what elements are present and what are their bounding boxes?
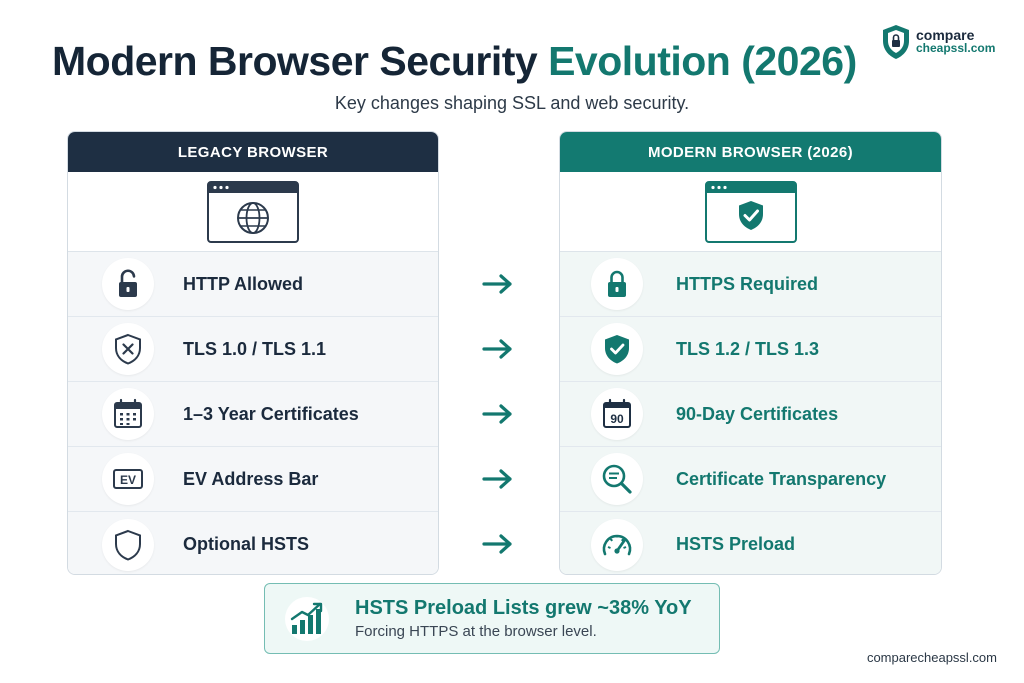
legacy-label-tls: TLS 1.0 / TLS 1.1	[183, 338, 327, 359]
legacy-label-certs: 1–3 Year Certificates	[183, 403, 359, 424]
browser-globe-icon	[207, 180, 299, 243]
logo-line-1: compare	[916, 27, 975, 43]
legacy-panel-header: LEGACY BROWSER	[68, 132, 438, 172]
page-subtitle: Key changes shaping SSL and web security…	[334, 93, 690, 113]
legacy-row-tls: TLS 1.0 / TLS 1.1	[68, 317, 438, 382]
legacy-browser-panel: LEGACY BROWSER HTTP Allowed	[67, 131, 439, 575]
shield-x-icon	[115, 333, 141, 365]
modern-row-tls: TLS 1.2 / TLS 1.3	[560, 317, 941, 382]
svg-text:EV: EV	[120, 473, 136, 487]
stat-callout: HSTS Preload Lists grew ~38% YoY Forcing…	[264, 583, 720, 654]
growth-chart-icon	[290, 602, 323, 634]
legacy-row-hsts: Optional HSTS	[68, 512, 438, 574]
modern-label-https: HTTPS Required	[676, 273, 819, 294]
legacy-row-certs: 1–3 Year Certificates	[68, 382, 438, 447]
magnifier-icon	[602, 464, 632, 494]
calendar-icon	[114, 398, 142, 428]
modern-label-ct: Certificate Transparency	[676, 468, 887, 489]
unlocked-padlock-icon	[119, 269, 137, 297]
modern-label-hsts: HSTS Preload	[676, 534, 796, 554]
modern-label-tls: TLS 1.2 / TLS 1.3	[676, 338, 820, 359]
modern-browser-panel: MODERN BROWSER (2026) HTTPS Required TL	[559, 131, 942, 575]
shield-outline-icon	[115, 529, 141, 561]
legacy-hero	[68, 172, 438, 252]
logo-line-2: cheapssl.com	[916, 41, 996, 55]
legacy-row-http: HTTP Allowed	[68, 252, 438, 317]
title-main: Modern Browser Security	[52, 38, 549, 84]
title-accent: Evolution (2026)	[548, 38, 857, 84]
stat-subtitle: Forcing HTTPS at the browser level.	[355, 623, 597, 640]
modern-row-ct: Certificate Transparency	[560, 447, 941, 512]
legacy-label-hsts: Optional HSTS	[183, 534, 309, 554]
shield-icon	[883, 25, 909, 59]
arrow-right-icon	[482, 338, 512, 359]
browser-shield-check-icon	[704, 180, 797, 243]
legacy-label-http: HTTP Allowed	[183, 273, 304, 294]
brand-logo[interactable]: compare cheapssl.com	[881, 24, 995, 60]
arrow-right-icon	[482, 533, 512, 554]
transition-arrows	[437, 251, 559, 576]
ev-badge-icon: EV	[113, 469, 143, 489]
modern-row-hsts: HSTS Preload	[560, 512, 941, 574]
modern-row-certs: 90 90-Day Certificates	[560, 382, 941, 447]
locked-padlock-icon	[608, 270, 626, 297]
arrow-right-icon	[482, 403, 512, 424]
legacy-row-ev: EV EV Address Bar	[68, 447, 438, 512]
modern-label-certs: 90-Day Certificates	[676, 403, 839, 424]
arrow-right-icon	[482, 273, 512, 294]
footer-domain[interactable]: comparecheapssl.com	[866, 650, 997, 665]
calendar-badge: 90	[610, 412, 624, 426]
legacy-label-ev: EV Address Bar	[183, 468, 319, 489]
arrow-right-icon	[482, 468, 512, 489]
calendar-90-icon: 90	[603, 398, 631, 428]
page-title: Modern Browser Security Evolution (2026)	[52, 38, 857, 85]
modern-hero	[560, 172, 941, 252]
modern-panel-header: MODERN BROWSER (2026)	[560, 132, 941, 172]
modern-row-https: HTTPS Required	[560, 252, 941, 317]
stat-title: HSTS Preload Lists grew ~38% YoY	[355, 597, 692, 619]
shield-check-icon	[605, 335, 629, 364]
speedometer-icon	[602, 534, 632, 555]
